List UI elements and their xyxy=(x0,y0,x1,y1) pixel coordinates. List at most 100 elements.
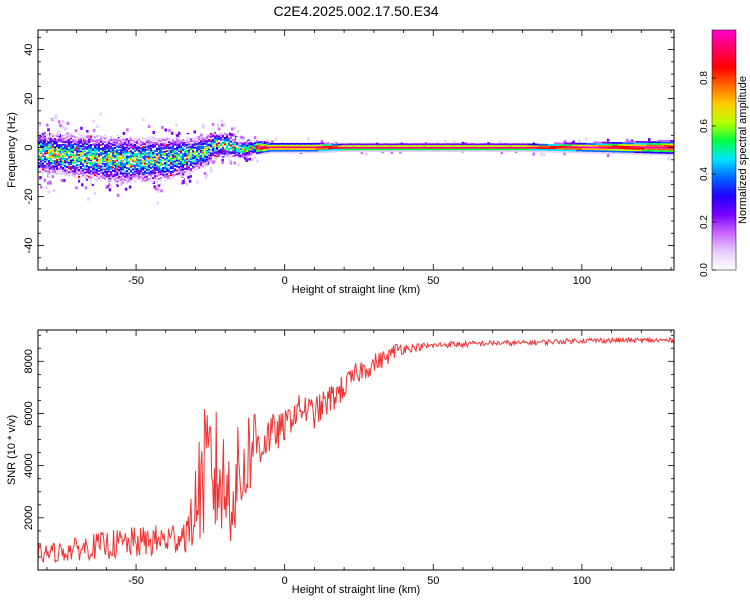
heatmap-cell xyxy=(340,146,342,149)
heatmap-cell xyxy=(55,141,58,145)
heatmap-cell xyxy=(194,159,196,162)
heatmap-cell xyxy=(340,143,342,146)
heatmap-cell xyxy=(618,148,620,151)
heatmap-cell xyxy=(132,168,134,171)
heatmap-cell xyxy=(244,142,246,144)
heatmap-cell xyxy=(146,156,148,159)
heatmap-cell xyxy=(78,170,80,173)
heatmap-cell xyxy=(540,147,542,149)
heatmap-cell xyxy=(530,148,532,151)
heatmap-cell xyxy=(140,163,142,166)
heatmap-cell xyxy=(402,144,404,147)
heatmap-cell xyxy=(248,154,250,157)
heatmap-cell xyxy=(562,149,564,152)
heatmap-cell xyxy=(110,143,112,145)
heatmap-cell xyxy=(120,152,122,154)
heatmap-cell xyxy=(278,146,280,149)
heatmap-cell xyxy=(148,147,150,150)
heatmap-cell xyxy=(226,131,228,134)
heatmap-cell xyxy=(472,150,474,152)
heatmap-cell xyxy=(542,145,544,148)
heatmap-cell xyxy=(232,147,234,150)
heatmap-cell xyxy=(74,176,76,178)
heatmap-cell xyxy=(60,162,62,164)
heatmap-cell xyxy=(74,154,76,157)
heatmap-cell xyxy=(130,162,132,165)
heatmap-cell xyxy=(198,150,200,153)
heatmap-cell xyxy=(86,174,88,177)
heatmap-cell xyxy=(82,161,84,164)
heatmap-cell xyxy=(300,144,302,147)
heatmap-cell xyxy=(662,145,664,147)
heatmap-cell xyxy=(142,118,145,122)
heatmap-cell xyxy=(156,171,158,174)
heatmap-cell xyxy=(500,146,502,149)
heatmap-cell xyxy=(210,158,212,161)
heatmap-cell xyxy=(156,153,158,156)
heatmap-cell xyxy=(166,161,168,164)
heatmap-cell xyxy=(42,145,44,148)
heatmap-cell xyxy=(202,151,204,154)
heatmap-cell xyxy=(104,177,106,180)
heatmap-cell xyxy=(108,148,110,151)
heatmap-cell xyxy=(444,139,447,143)
heatmap-cell xyxy=(179,160,183,164)
heatmap-cell xyxy=(46,152,48,154)
heatmap-cell xyxy=(304,148,306,150)
heatmap-cell xyxy=(120,146,122,149)
heatmap-cell xyxy=(54,150,56,153)
heatmap-cell xyxy=(174,165,176,167)
heatmap-cell xyxy=(166,173,168,176)
heatmap-cell xyxy=(196,143,198,145)
heatmap-cell xyxy=(506,148,508,151)
heatmap-cell xyxy=(214,143,216,146)
heatmap-cell xyxy=(77,179,81,183)
heatmap-cell xyxy=(178,166,180,168)
heatmap-cell xyxy=(218,154,220,157)
heatmap-cell xyxy=(166,163,168,166)
heatmap-cell xyxy=(632,147,634,150)
heatmap-cell xyxy=(122,179,124,182)
heatmap-cell xyxy=(56,154,58,157)
heatmap-cell xyxy=(70,159,72,162)
heatmap-cell xyxy=(54,170,56,173)
heatmap-cell xyxy=(56,145,58,148)
heatmap-cell xyxy=(466,143,468,146)
heatmap-cell xyxy=(158,178,160,181)
heatmap-cell xyxy=(62,172,64,175)
heatmap-cell xyxy=(482,148,484,151)
heatmap-cell xyxy=(132,163,134,166)
heatmap-cell xyxy=(146,152,148,154)
heatmap-cell xyxy=(64,173,66,176)
heatmap-cell xyxy=(58,167,60,170)
heatmap-cell xyxy=(570,142,572,145)
heatmap-cell xyxy=(486,148,488,151)
heatmap-cell xyxy=(80,147,82,150)
spectrogram-xtick-label: 50 xyxy=(427,275,439,287)
heatmap-cell xyxy=(108,159,110,162)
heatmap-cell xyxy=(238,140,240,142)
heatmap-cell xyxy=(532,146,534,149)
heatmap-cell xyxy=(262,144,264,146)
heatmap-cell xyxy=(40,170,42,172)
heatmap-cell xyxy=(666,146,668,149)
heatmap-cell xyxy=(374,150,376,153)
heatmap-cell xyxy=(204,138,206,141)
heatmap-cell xyxy=(616,142,618,144)
heatmap-cell xyxy=(522,150,524,153)
heatmap-cell xyxy=(92,163,94,166)
heatmap-cell xyxy=(270,144,272,147)
heatmap-cell xyxy=(80,172,82,174)
heatmap-cell xyxy=(514,150,516,152)
heatmap-cell xyxy=(176,144,178,146)
heatmap-cell xyxy=(74,168,76,171)
heatmap-cell xyxy=(274,151,276,154)
heatmap-cell xyxy=(448,146,450,149)
heatmap-cell xyxy=(44,158,46,160)
heatmap-cell xyxy=(80,176,82,178)
heatmap-cell xyxy=(72,157,74,160)
heatmap-cell xyxy=(462,146,464,149)
heatmap-cell xyxy=(38,164,40,167)
heatmap-cell xyxy=(70,131,72,134)
heatmap-cell xyxy=(84,160,86,162)
